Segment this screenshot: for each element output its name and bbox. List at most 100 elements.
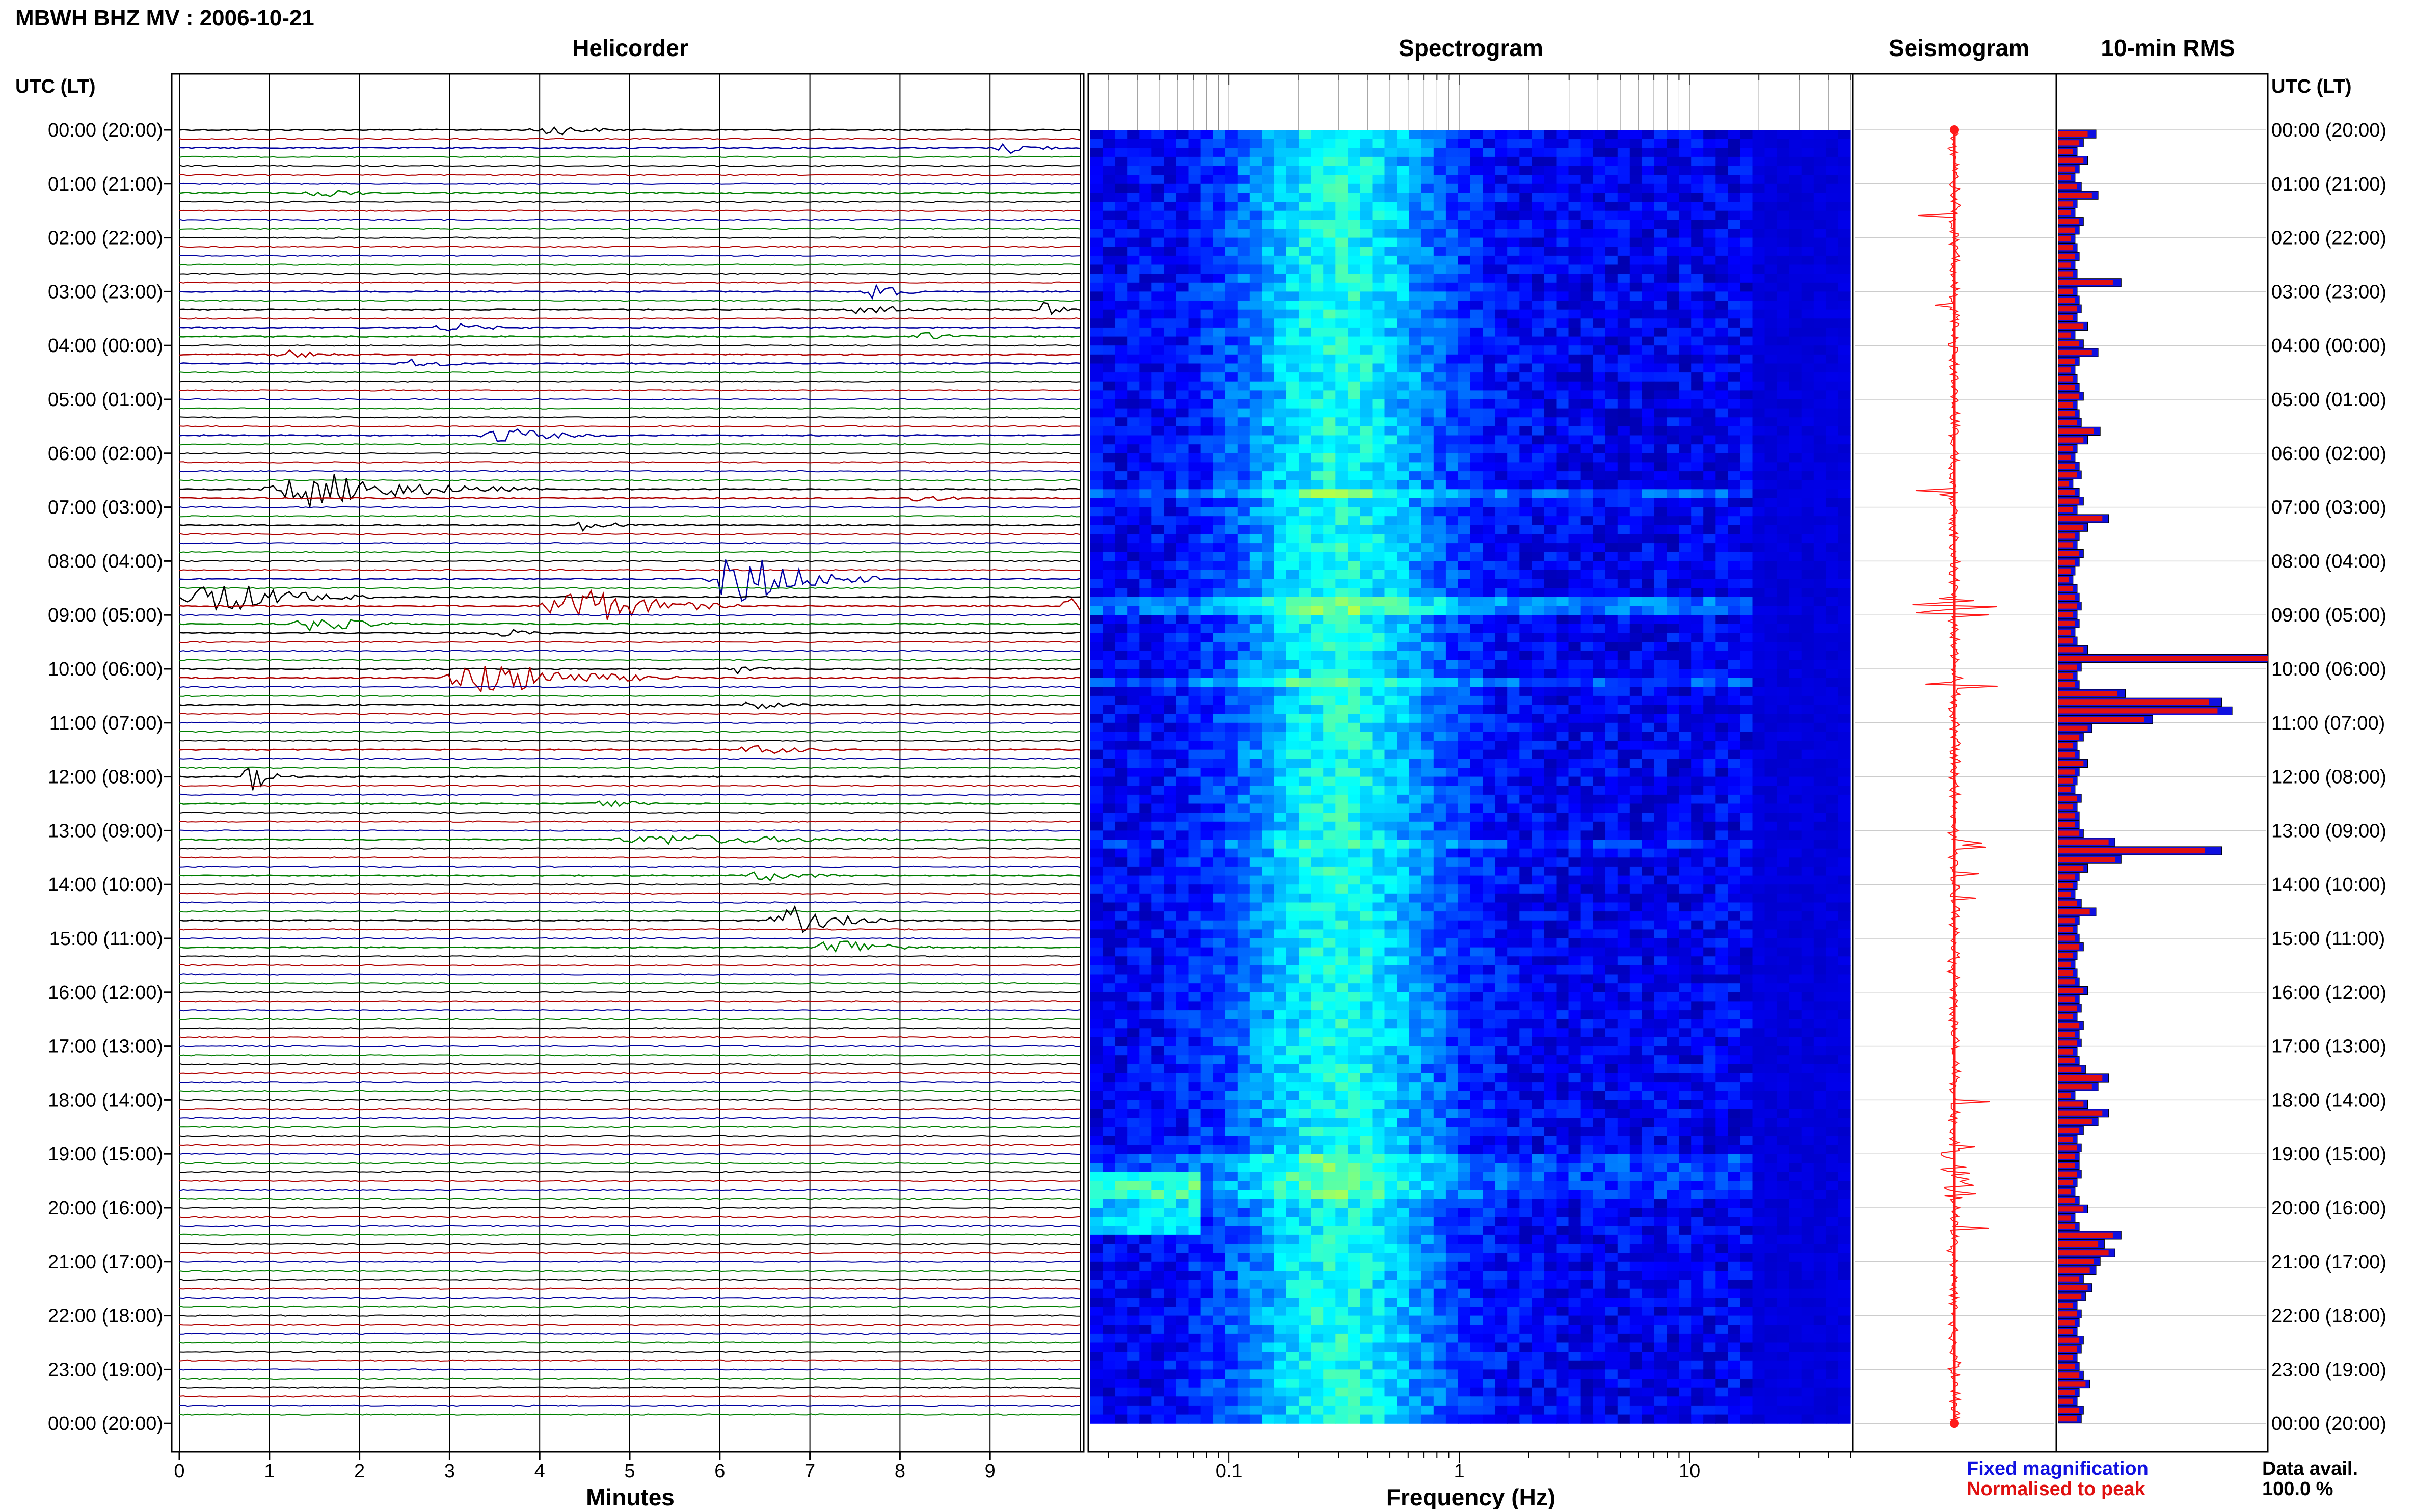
spectrogram-cell [1335, 399, 1348, 409]
spectrogram-cell [1090, 651, 1103, 660]
spectrogram-cell [1789, 157, 1802, 166]
spectrogram-cell [1483, 606, 1495, 615]
spectrogram-cell [1151, 624, 1164, 633]
spectrogram-cell [1446, 606, 1459, 615]
spectrogram-cell [1262, 202, 1275, 211]
spectrogram-cell [1176, 561, 1189, 570]
spectrogram-cell [1434, 696, 1446, 705]
spectrogram-cell [1654, 202, 1667, 211]
spectrogram-cell [1593, 687, 1606, 696]
spectrogram-cell [1360, 345, 1373, 355]
spectrogram-cell [1421, 382, 1434, 391]
spectrogram-cell [1483, 399, 1495, 409]
spectrogram-cell [1483, 328, 1495, 337]
spectrogram-cell [1802, 579, 1814, 588]
spectrogram-cell [1654, 229, 1667, 238]
spectrogram-cell [1238, 166, 1250, 175]
spectrogram-cell [1740, 498, 1753, 507]
spectrogram-cell [1151, 678, 1164, 687]
spectrogram-cell [1213, 229, 1226, 238]
spectrogram-cell [1593, 310, 1606, 319]
spectrogram-cell [1679, 759, 1692, 768]
spectrogram-cell [1225, 525, 1238, 534]
spectrogram-cell [1127, 786, 1140, 795]
spectrogram-cell [1458, 498, 1471, 507]
spectrogram-cell [1605, 678, 1618, 687]
spectrogram-cell [1740, 417, 1753, 426]
spectrogram-cell [1605, 265, 1618, 274]
spectrogram-cell [1740, 211, 1753, 220]
spectrogram-cell [1323, 534, 1336, 544]
spectrogram-cell [1753, 471, 1765, 480]
spectrogram-cell [1164, 382, 1176, 391]
spectrogram-cell [1544, 570, 1557, 579]
spectrogram-cell [1115, 166, 1128, 175]
spectrogram-cell [1385, 570, 1398, 579]
spectrogram-cell [1618, 291, 1630, 301]
spectrogram-cell [1691, 615, 1704, 624]
spectrogram-cell [1409, 256, 1422, 265]
spectrogram-cell [1139, 570, 1152, 579]
spectrogram-cell [1139, 157, 1152, 166]
spectrogram-cell [1495, 732, 1508, 741]
spectrogram-cell [1397, 669, 1410, 678]
spectrogram-cell [1458, 337, 1471, 346]
spectrogram-cell [1201, 498, 1214, 507]
spectrogram-cell [1458, 588, 1471, 597]
spectrogram-cell [1127, 480, 1140, 490]
spectrogram-cell [1777, 561, 1790, 570]
spectrogram-cell [1802, 696, 1814, 705]
spectrogram-cell [1176, 471, 1189, 480]
spectrogram-cell [1434, 256, 1446, 265]
spectrogram-cell [1483, 795, 1495, 804]
spectrogram-cell [1189, 588, 1201, 597]
spectrogram-cell [1507, 714, 1520, 723]
spectrogram-cell [1789, 579, 1802, 588]
spectrogram-cell [1151, 660, 1164, 669]
spectrogram-cell [1593, 337, 1606, 346]
spectrogram-cell [1715, 184, 1728, 193]
spectrogram-cell [1557, 525, 1569, 534]
spectrogram-cell [1335, 606, 1348, 615]
spectrogram-cell [1385, 498, 1398, 507]
spectrogram-cell [1814, 786, 1827, 795]
spectrogram-cell [1753, 328, 1765, 337]
spectrogram-cell [1373, 220, 1385, 229]
spectrogram-cell [1569, 274, 1581, 283]
spectrogram-cell [1164, 714, 1176, 723]
spectrogram-cell [1385, 229, 1398, 238]
spectrogram-cell [1679, 786, 1692, 795]
spectrogram-cell [1777, 741, 1790, 750]
spectrogram-cell [1176, 597, 1189, 606]
spectrogram-cell [1715, 633, 1728, 642]
spectrogram-cell [1238, 265, 1250, 274]
spectrogram-cell [1642, 750, 1655, 759]
spectrogram-cell [1703, 534, 1716, 544]
spectrogram-cell [1838, 534, 1851, 544]
spectrogram-cell [1115, 291, 1128, 301]
spectrogram-cell [1569, 489, 1581, 498]
spectrogram-cell [1397, 705, 1410, 714]
spectrogram-cell [1703, 283, 1716, 292]
spectrogram-cell [1470, 615, 1483, 624]
spectrogram-cell [1176, 534, 1189, 544]
spectrogram-cell [1802, 777, 1814, 786]
spectrogram-cell [1274, 480, 1287, 490]
spectrogram-cell [1654, 642, 1667, 651]
spectrogram-cell [1557, 426, 1569, 436]
spectrogram-cell [1385, 211, 1398, 220]
spectrogram-cell [1176, 417, 1189, 426]
spectrogram-cell [1250, 795, 1263, 804]
spectrogram-cell [1397, 615, 1410, 624]
spectrogram-cell [1777, 310, 1790, 319]
spectrogram-cell [1225, 552, 1238, 561]
spectrogram-cell [1507, 202, 1520, 211]
spectrogram-cell [1250, 714, 1263, 723]
spectrogram-cell [1090, 489, 1103, 498]
spectrogram-cell [1250, 409, 1263, 418]
spectrogram-cell [1838, 318, 1851, 328]
spectrogram-cell [1127, 238, 1140, 247]
spectrogram-cell [1667, 436, 1679, 445]
spectrogram-cell [1103, 552, 1115, 561]
spectrogram-cell [1495, 372, 1508, 382]
